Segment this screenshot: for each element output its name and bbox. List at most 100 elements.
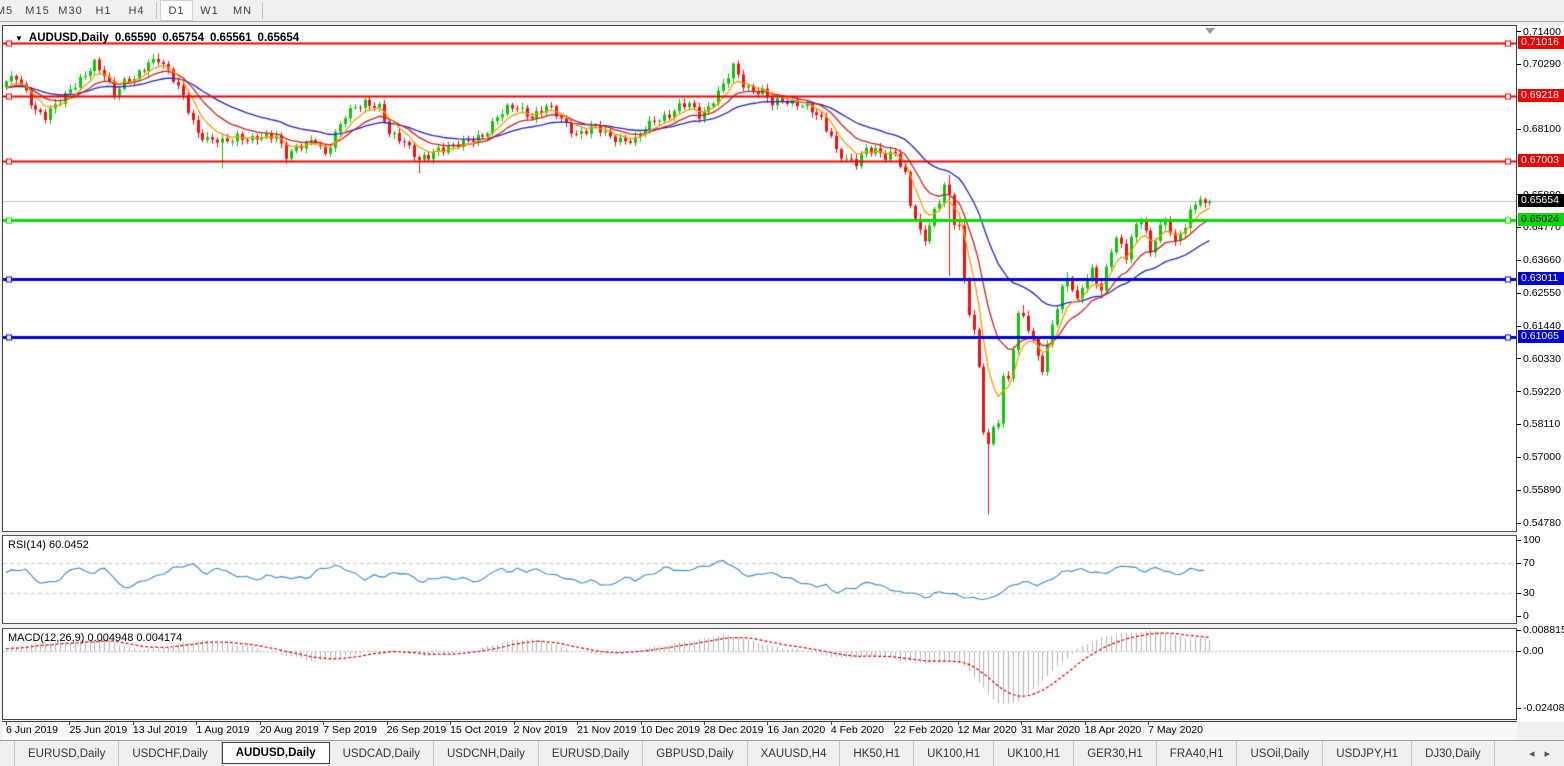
date-axis-label: 2 Nov 2019: [513, 724, 568, 736]
price-axis-tick: 100: [1517, 534, 1541, 546]
timeframe-toolbar: M5 M15 M30 H1 H4 D1 W1 MN: [0, 0, 1564, 22]
price-axis-tick: -0.024082: [1517, 702, 1564, 714]
candlestick-chart-canvas[interactable]: [3, 26, 1516, 531]
date-axis-label: 25 Jun 2019: [69, 724, 128, 736]
date-axis-label: 6 Jun 2019: [6, 724, 58, 736]
price-axis-tick: 0.58110: [1517, 418, 1560, 430]
chart-tab-uk100-h1[interactable]: UK100,H1: [914, 741, 995, 766]
price-level-badge: 0.71016: [1518, 35, 1564, 49]
chart-tab-fra40-h1[interactable]: FRA40,H1: [1157, 741, 1238, 766]
chart-tab-usoil-daily[interactable]: USOil,Daily: [1237, 741, 1324, 766]
main-chart-panel[interactable]: ▼ AUDUSD,Daily 0.65590 0.65754 0.65561 0…: [3, 26, 1516, 531]
timeframe-button-mn[interactable]: MN: [232, 4, 253, 17]
date-axis-tick: [6, 722, 7, 725]
price-axis-tick: 0.70290: [1517, 58, 1561, 70]
chart-frame-top: [2, 25, 1517, 26]
price-axis-tick: 0.00: [1517, 645, 1543, 657]
price-axis-tick: 0.62550: [1517, 287, 1561, 299]
timeframe-button-h1[interactable]: H1: [95, 4, 112, 17]
date-axis-tick: [513, 722, 515, 725]
price-axis-tick: 0.61440: [1517, 320, 1561, 332]
date-axis-separator: [2, 719, 1517, 722]
ohlc-close: 0.65654: [257, 32, 300, 44]
tabs-scroll-left-icon[interactable]: ◂: [1528, 748, 1535, 760]
price-axis[interactable]: 0.714000.702900.681000.658800.647700.636…: [1517, 25, 1564, 722]
date-axis-tick: [132, 722, 134, 725]
macd-label: MACD(12,26,9) 0.004948 0.004174: [8, 632, 183, 644]
symbol-dropdown-icon[interactable]: ▼: [15, 33, 23, 43]
toolbar-separator: [262, 2, 263, 19]
panel-splitter-macd[interactable]: [2, 623, 1517, 629]
chart-tab-hk50-h1[interactable]: HK50,H1: [840, 741, 915, 766]
date-axis-label: 22 Feb 2020: [894, 724, 954, 736]
rsi-indicator-panel[interactable]: RSI(14) 60.0452: [3, 536, 1516, 623]
price-level-badge: 0.67003: [1518, 154, 1564, 168]
date-axis-label: 28 Dec 2019: [703, 724, 764, 736]
timeframe-button-h4[interactable]: H4: [128, 4, 145, 17]
chart-tab-audusd-daily[interactable]: AUDUSD,Daily: [221, 742, 330, 764]
chart-frame-left: [2, 25, 3, 740]
date-axis-label: 1 Aug 2019: [196, 724, 250, 736]
tick-mark: [1517, 522, 1521, 524]
date-axis-tick: [894, 722, 896, 725]
tick-mark: [1517, 260, 1521, 261]
price-level-badge: 0.69218: [1518, 88, 1564, 102]
chart-tab-gbpusd-daily[interactable]: GBPUSD,Daily: [643, 741, 748, 766]
date-axis-tick: [703, 722, 705, 725]
date-axis-tick: [767, 722, 769, 725]
chart-tab-dj30-daily[interactable]: DJ30,Daily: [1412, 741, 1495, 766]
chart-tab-uk100-h1[interactable]: UK100,H1: [994, 741, 1075, 766]
tick-mark: [1517, 456, 1521, 458]
chart-tab-usdjpy-h1[interactable]: USDJPY,H1: [1323, 741, 1413, 766]
chart-shift-marker-icon[interactable]: [1205, 28, 1216, 34]
chart-tab-usdcnh-daily[interactable]: USDCNH,Daily: [434, 741, 539, 766]
price-axis-tick: 0.57000: [1517, 451, 1561, 463]
ohlc-open: 0.65590: [114, 32, 157, 44]
tick-mark: [1517, 629, 1521, 631]
ohlc-high: 0.65754: [162, 32, 204, 44]
price-level-badge: 0.65024: [1518, 212, 1564, 226]
macd-canvas[interactable]: [3, 629, 1516, 719]
chart-tab-xauusd-h4[interactable]: XAUUSD,H4: [748, 741, 841, 766]
tick-mark: [1517, 489, 1521, 491]
timeframe-button-m30[interactable]: M30: [58, 4, 83, 17]
timeframe-button-m15[interactable]: M15: [25, 4, 50, 17]
chart-tab-usdchf-daily[interactable]: USDCHF,Daily: [119, 741, 222, 766]
tabs-scroll-right-icon[interactable]: ▸: [1544, 748, 1550, 760]
timeframe-button-w1[interactable]: W1: [200, 4, 219, 17]
rsi-canvas[interactable]: [3, 536, 1516, 623]
date-axis-tick: [957, 722, 959, 725]
macd-indicator-panel[interactable]: MACD(12,26,9) 0.004948 0.004174: [3, 629, 1516, 719]
tick-mark: [1517, 292, 1521, 294]
timeframe-button-d1[interactable]: D1: [160, 0, 193, 21]
tick-mark: [1517, 391, 1521, 393]
price-axis-tick: 30: [1517, 587, 1535, 599]
date-axis-label: 31 Mar 2020: [1021, 724, 1081, 736]
panel-splitter-rsi[interactable]: [2, 531, 1517, 536]
timeframe-button-m5[interactable]: M5: [0, 4, 14, 17]
date-axis-tick: [1148, 722, 1150, 725]
price-axis-tick: 0.54780: [1517, 517, 1561, 529]
date-axis-tick: [450, 722, 452, 725]
price-axis-tick: 0.59220: [1517, 386, 1561, 398]
date-axis-tick: [196, 722, 198, 725]
date-axis-label: 7 Sep 2019: [323, 724, 377, 736]
date-axis-tick: [1084, 722, 1086, 725]
tick-mark: [1517, 325, 1521, 327]
price-axis-border: [1516, 25, 1517, 740]
chart-tab-eurusd-daily[interactable]: EURUSD,Daily: [14, 741, 120, 766]
date-axis-tick: [323, 722, 325, 725]
price-axis-tick: 0.55890: [1517, 484, 1561, 496]
date-axis-tick: [830, 722, 832, 725]
rsi-label: RSI(14) 60.0452: [8, 539, 89, 551]
date-axis-label: 18 Apr 2020: [1084, 724, 1142, 736]
date-axis[interactable]: 6 Jun 2019 25 Jun 2019 13 Jul 2019 1 Aug 20…: [2, 722, 1517, 740]
date-axis-label: 7 May 2020: [1148, 724, 1203, 736]
chart-tab-ger30-h1[interactable]: GER30,H1: [1074, 741, 1157, 766]
price-axis-tick: 0.008815: [1517, 624, 1564, 636]
toolbar-separator: [156, 2, 157, 19]
date-axis-tick: [577, 722, 579, 725]
chart-tab-eurusd-daily[interactable]: EURUSD,Daily: [539, 741, 644, 766]
chart-tab-usdcad-daily[interactable]: USDCAD,Daily: [330, 741, 434, 766]
